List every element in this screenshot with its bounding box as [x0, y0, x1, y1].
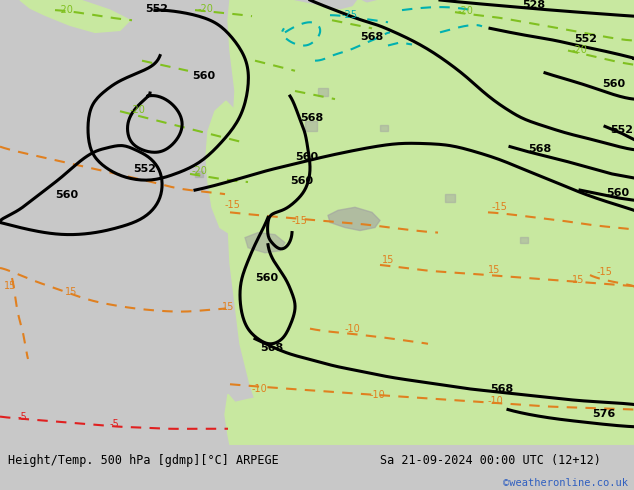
Polygon shape — [20, 0, 130, 32]
Text: 560: 560 — [255, 273, 278, 283]
Polygon shape — [445, 194, 455, 202]
Text: 15: 15 — [488, 265, 500, 275]
Text: 560: 560 — [290, 176, 313, 186]
Text: -20: -20 — [198, 4, 214, 14]
Polygon shape — [318, 88, 328, 96]
Text: -20: -20 — [58, 5, 74, 15]
Text: -10: -10 — [252, 384, 268, 394]
Text: 560: 560 — [606, 188, 629, 198]
Text: -25: -25 — [342, 10, 358, 20]
Text: 560: 560 — [295, 152, 318, 162]
Polygon shape — [305, 122, 317, 131]
Text: 568: 568 — [260, 343, 283, 353]
Text: -10: -10 — [370, 391, 385, 400]
Polygon shape — [380, 125, 388, 131]
Polygon shape — [228, 0, 634, 445]
Polygon shape — [206, 101, 252, 233]
Text: 560: 560 — [55, 190, 78, 200]
Text: Sa 21-09-2024 00:00 UTC (12+12): Sa 21-09-2024 00:00 UTC (12+12) — [380, 454, 601, 467]
Text: -20: -20 — [192, 166, 208, 176]
Text: -20: -20 — [458, 6, 474, 16]
Polygon shape — [245, 233, 285, 253]
Text: 560: 560 — [192, 71, 215, 81]
Text: -10: -10 — [488, 396, 504, 407]
Polygon shape — [225, 364, 634, 445]
Text: 568: 568 — [490, 384, 514, 394]
Text: 568: 568 — [360, 32, 383, 43]
Text: 560: 560 — [602, 79, 625, 89]
Text: 15: 15 — [65, 287, 77, 297]
Text: 568: 568 — [300, 113, 323, 123]
Text: ©weatheronline.co.uk: ©weatheronline.co.uk — [503, 478, 628, 488]
Polygon shape — [280, 52, 320, 103]
Text: -15: -15 — [492, 202, 508, 212]
Text: -15: -15 — [597, 267, 613, 277]
Text: 528: 528 — [522, 0, 545, 10]
Text: -20: -20 — [572, 45, 588, 54]
Text: 15: 15 — [382, 255, 394, 265]
Text: 15: 15 — [4, 281, 16, 291]
Polygon shape — [195, 171, 203, 177]
Text: -15: -15 — [225, 200, 241, 210]
Text: -5: -5 — [110, 419, 120, 429]
Text: 568: 568 — [528, 144, 551, 154]
Text: -15: -15 — [292, 217, 308, 226]
Text: 552: 552 — [134, 164, 157, 174]
Text: 15: 15 — [222, 302, 235, 313]
Text: -20: -20 — [130, 105, 146, 115]
Text: -5: -5 — [18, 412, 28, 421]
Polygon shape — [328, 207, 380, 231]
Text: 552: 552 — [145, 4, 169, 14]
Polygon shape — [520, 237, 528, 243]
Text: 552: 552 — [610, 125, 633, 135]
Text: 576: 576 — [592, 409, 615, 418]
Text: 552: 552 — [574, 34, 597, 45]
Text: -10: -10 — [345, 324, 361, 334]
Text: Height/Temp. 500 hPa [gdmp][°C] ARPEGE: Height/Temp. 500 hPa [gdmp][°C] ARPEGE — [8, 454, 278, 467]
Polygon shape — [278, 96, 315, 133]
Text: 15: 15 — [572, 275, 585, 285]
Polygon shape — [340, 0, 415, 91]
